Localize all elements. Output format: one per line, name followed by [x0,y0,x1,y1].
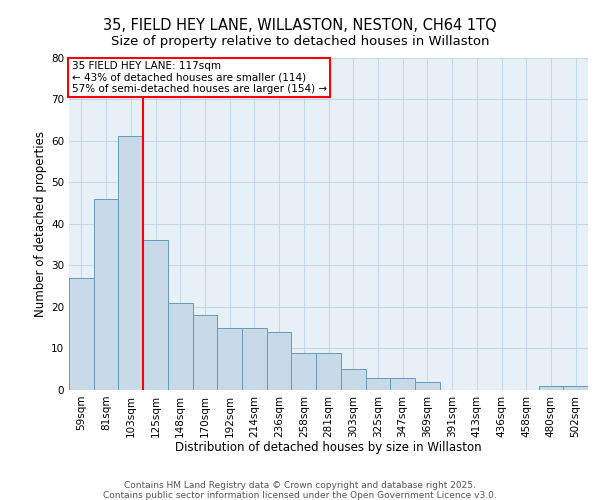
Bar [563,386,588,390]
Bar [292,352,316,390]
Text: Contains public sector information licensed under the Open Government Licence v3: Contains public sector information licen… [103,491,497,500]
Bar [242,328,267,390]
X-axis label: Distribution of detached houses by size in Willaston: Distribution of detached houses by size … [175,441,482,454]
Bar [267,332,292,390]
Text: 35, FIELD HEY LANE, WILLASTON, NESTON, CH64 1TQ: 35, FIELD HEY LANE, WILLASTON, NESTON, C… [103,18,497,32]
Bar [316,352,341,390]
Bar [390,378,415,390]
Bar [217,328,242,390]
Bar [365,378,390,390]
Bar [69,278,94,390]
Bar [341,369,365,390]
Bar [168,302,193,390]
Text: Contains HM Land Registry data © Crown copyright and database right 2025.: Contains HM Land Registry data © Crown c… [124,481,476,490]
Bar [193,315,217,390]
Bar [415,382,440,390]
Text: 35 FIELD HEY LANE: 117sqm
← 43% of detached houses are smaller (114)
57% of semi: 35 FIELD HEY LANE: 117sqm ← 43% of detac… [71,61,327,94]
Bar [143,240,168,390]
Bar [94,199,118,390]
Bar [539,386,563,390]
Text: Size of property relative to detached houses in Willaston: Size of property relative to detached ho… [111,35,489,48]
Y-axis label: Number of detached properties: Number of detached properties [34,130,47,317]
Bar [118,136,143,390]
